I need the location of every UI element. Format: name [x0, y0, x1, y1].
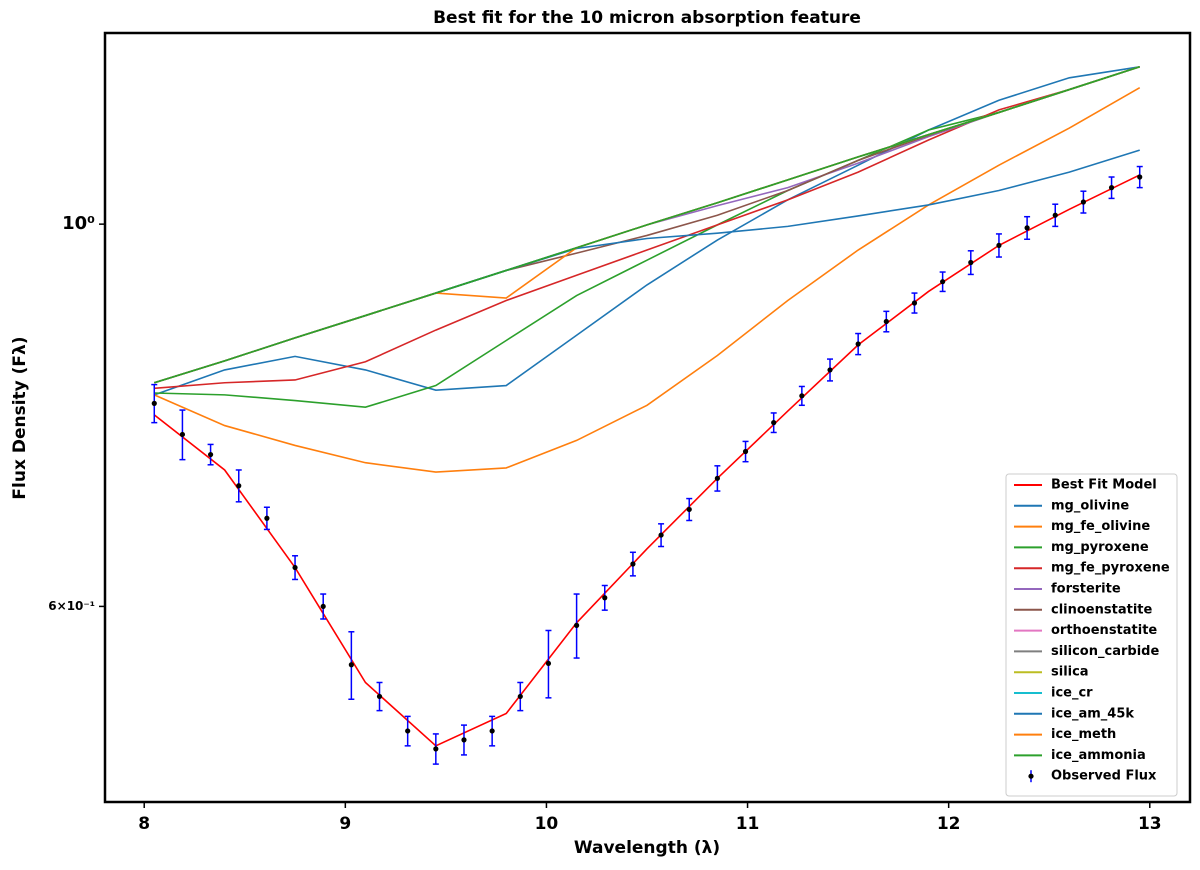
legend-label: mg_olivine [1051, 498, 1129, 513]
plot-frame [103, 31, 1192, 804]
x-tick-label: 9 [339, 814, 351, 834]
legend-label: ice_ammonia [1051, 748, 1146, 763]
legend-label: orthoenstatite [1051, 623, 1157, 638]
x-tick-label: 10 [535, 814, 559, 834]
data-point [545, 660, 552, 667]
data-point [658, 532, 664, 538]
legend-label: silica [1051, 665, 1089, 680]
x-axis-label: Wavelength (λ) [574, 838, 720, 858]
legend-label: clinoenstatite [1051, 602, 1152, 617]
data-point [799, 393, 805, 399]
data-point [1137, 174, 1143, 180]
data-point [320, 603, 326, 610]
data-point [151, 400, 157, 406]
y-axis-label: Flux Density (Fλ) [10, 336, 30, 499]
data-point [883, 318, 889, 325]
data-point [602, 595, 608, 601]
data-point [207, 451, 214, 458]
data-point [376, 693, 383, 700]
series-line [154, 149, 1140, 384]
data-point [292, 564, 298, 571]
legend-box [1005, 473, 1178, 797]
data-point [1052, 212, 1058, 218]
data-point [179, 431, 186, 438]
legend: Best Fit Model mg_olivine mg_fe_olivine mg_… [1005, 473, 1178, 797]
series-line [154, 66, 1140, 384]
legend-label: Observed Flux [1051, 769, 1157, 784]
data-point [855, 341, 861, 347]
data-point [940, 279, 946, 285]
legend-label: silicon_carbide [1051, 644, 1159, 659]
data-point [348, 662, 354, 668]
data-point [264, 515, 270, 521]
legend-label: Best Fit Model [1051, 478, 1157, 493]
x-tick-label: 12 [937, 814, 961, 834]
legend-label: ice_cr [1051, 686, 1093, 701]
legend-label: mg_fe_olivine [1051, 519, 1150, 534]
legend-swatch [1028, 773, 1034, 779]
data-point [968, 259, 974, 266]
chart-title: Best fit for the 10 micron absorption fe… [433, 8, 861, 28]
x-tick-label: 8 [138, 814, 150, 834]
data-point [686, 506, 692, 513]
legend-label: forsterite [1051, 582, 1121, 597]
data-point [827, 367, 833, 373]
data-point [742, 448, 749, 455]
data-point [1024, 225, 1030, 231]
data-point [911, 300, 918, 306]
data-point [236, 483, 242, 489]
data-point [405, 728, 411, 734]
series-line [154, 66, 1140, 409]
legend-label: ice_am_45k [1051, 706, 1134, 721]
data-point [630, 561, 636, 567]
legend-label: ice_meth [1051, 727, 1116, 742]
data-point [996, 242, 1002, 248]
y-tick-label: 6×10⁻¹ [48, 599, 95, 613]
data-point [1108, 185, 1115, 191]
data-point [489, 728, 495, 734]
data-point [771, 420, 777, 426]
series-line [154, 65, 1140, 396]
x-tick-label: 13 [1138, 814, 1162, 834]
legend-label: mg_pyroxene [1051, 540, 1149, 555]
series-line [153, 174, 1141, 747]
data-point [433, 746, 439, 752]
data-point [574, 622, 580, 628]
x-tick-label: 11 [736, 814, 760, 834]
series-line [153, 87, 1141, 473]
data-point [714, 475, 720, 481]
y-tick-label: 10⁰ [62, 213, 95, 234]
legend-label: mg_fe_pyroxene [1051, 561, 1170, 576]
data-point [461, 737, 467, 743]
data-point [517, 693, 523, 700]
data-point [1080, 199, 1087, 205]
